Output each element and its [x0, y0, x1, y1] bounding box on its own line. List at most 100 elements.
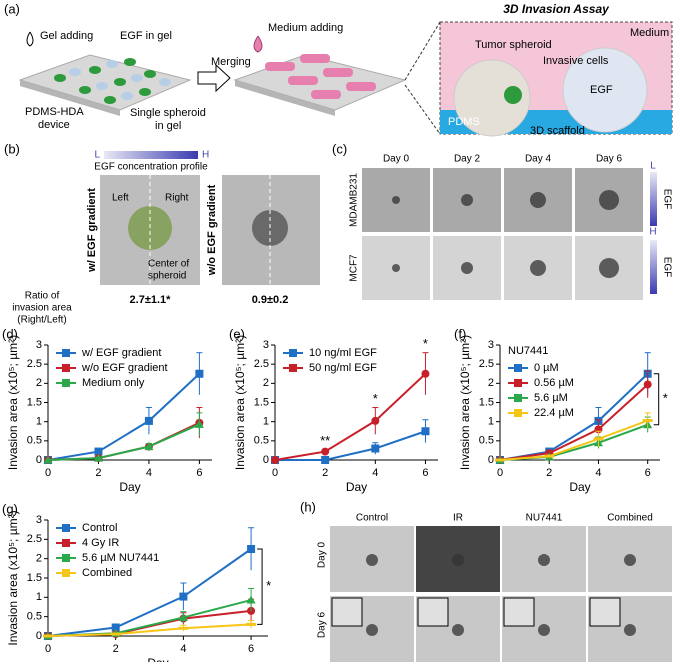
spheroid	[392, 196, 400, 204]
text: Single spheroid	[130, 107, 206, 119]
x-tick-label: 2	[95, 467, 101, 479]
text: H	[202, 150, 209, 161]
y-tick-label: 3	[488, 339, 494, 351]
marker	[195, 369, 204, 378]
marker	[247, 545, 256, 553]
marker	[94, 447, 103, 456]
y-tick-label: 0.5	[27, 435, 42, 447]
marker	[371, 416, 380, 425]
x-axis-label: Day	[147, 656, 168, 662]
legend-marker	[289, 364, 297, 372]
bracket	[257, 548, 263, 625]
text: H	[649, 227, 656, 238]
y-tick-label: 2	[36, 377, 42, 389]
text: L	[650, 161, 656, 172]
row-label: Day 6	[317, 612, 328, 639]
legend-label: Combined	[82, 567, 132, 579]
y-tick-label: 2	[488, 377, 494, 389]
device-side	[20, 80, 120, 116]
spheroid	[538, 554, 550, 566]
x-axis-label: Day	[346, 480, 367, 494]
text: EGF in gel	[120, 30, 172, 42]
y-axis-label: Invasion area (x10⁵; µm²)	[6, 335, 20, 470]
arrow	[197, 63, 231, 93]
device-drawing	[233, 54, 407, 111]
legend-label: 5.6 µM NU7441	[82, 552, 159, 564]
legend-label: Medium only	[82, 377, 145, 389]
spheroid	[504, 86, 522, 104]
marker	[321, 447, 330, 456]
significance: **	[320, 433, 330, 448]
marker	[246, 622, 257, 626]
significance: *	[373, 391, 378, 406]
x-tick-label: 6	[645, 467, 651, 479]
text: 2.7±1.1*	[130, 294, 172, 306]
inset	[589, 597, 621, 627]
legend-marker	[62, 569, 70, 577]
legend-marker	[514, 379, 522, 387]
y-tick-label: 0.5	[27, 611, 42, 623]
x-axis-label: Day	[569, 480, 590, 494]
y-axis-label: Invasion area (x10⁵; µm²)	[6, 510, 20, 645]
legend-marker	[514, 364, 522, 372]
legend-label: Control	[82, 522, 117, 534]
x-tick-label: 0	[45, 643, 51, 655]
panel-label: (b)	[4, 141, 20, 156]
series-line	[47, 548, 252, 637]
spheroid	[461, 194, 473, 206]
bracket	[653, 373, 660, 426]
y-tick-label: 1	[488, 416, 494, 428]
marker	[371, 444, 380, 453]
spheroid	[366, 624, 378, 636]
y-tick-label: 2	[263, 377, 269, 389]
text: EGF	[661, 257, 672, 278]
y-tick-label: 1.5	[479, 396, 494, 408]
x-tick-label: 4	[372, 467, 378, 479]
spheroid	[452, 624, 464, 636]
text: Ratio of	[25, 291, 60, 302]
marker	[544, 454, 555, 458]
marker	[421, 369, 430, 378]
text: PDMS-HDA	[25, 106, 84, 118]
panel-label: (c)	[332, 141, 347, 156]
panel-a: (a) Gel adding EGF in gel PDMS-HDA devic…	[4, 1, 673, 137]
text: Merging	[211, 56, 251, 68]
gradient-bar	[104, 151, 198, 159]
device-side	[235, 80, 335, 116]
text: Tumor spheroid	[475, 39, 552, 51]
column-label: NU7441	[526, 513, 563, 524]
medium	[265, 54, 376, 99]
series-line	[499, 383, 649, 461]
marker	[321, 456, 330, 464]
y-tick-label: 2	[36, 553, 42, 565]
marker	[178, 626, 189, 630]
series-line	[499, 419, 649, 461]
spheroid	[392, 264, 400, 272]
legend-label: 22.4 µM	[534, 407, 574, 419]
legend-label: 50 ng/ml EGF	[309, 362, 377, 374]
text: L	[94, 150, 100, 161]
text: EGF concentration profile	[94, 162, 208, 173]
x-tick-label: 2	[113, 643, 119, 655]
series-line	[47, 623, 252, 637]
marker	[144, 416, 153, 425]
legend-label: 0.56 µM	[534, 377, 574, 389]
text: w/ EGF gradient	[86, 188, 98, 273]
marker	[593, 437, 604, 441]
marker	[178, 612, 188, 621]
marker	[179, 592, 188, 601]
y-tick-label: 0.5	[254, 435, 269, 447]
x-tick-label: 2	[322, 467, 328, 479]
panel-label: (h)	[300, 499, 316, 514]
text: Medium	[630, 27, 669, 39]
spheroid	[461, 262, 473, 274]
x-tick-label: 6	[248, 643, 254, 655]
y-tick-label: 2.5	[479, 358, 494, 370]
y-tick-label: 0	[36, 630, 42, 642]
y-tick-label: 0.5	[479, 435, 494, 447]
y-tick-label: 1	[36, 591, 42, 603]
spheroids	[54, 58, 156, 104]
x-tick-label: 6	[196, 467, 202, 479]
column-label: Control	[356, 513, 388, 524]
